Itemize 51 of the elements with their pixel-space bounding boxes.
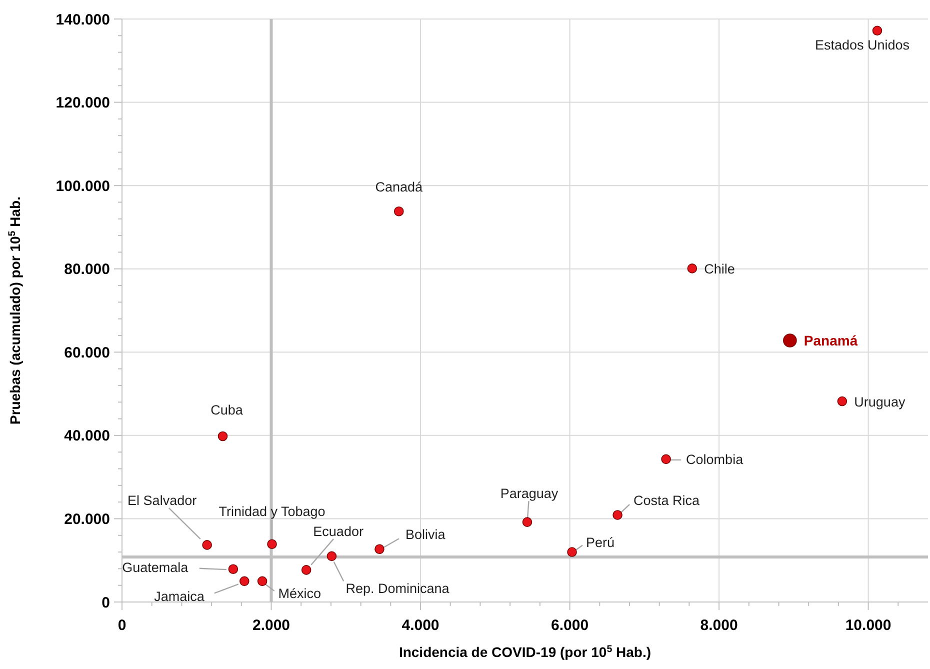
annotation: Ecuador bbox=[313, 524, 364, 539]
y-tick-label: 60.000 bbox=[64, 344, 110, 362]
annotation: Chile bbox=[704, 261, 735, 276]
point bbox=[567, 547, 577, 557]
y-tick-label: 80.000 bbox=[64, 261, 110, 278]
y-tick-label: 40.000 bbox=[64, 428, 110, 445]
point bbox=[257, 576, 268, 586]
point bbox=[301, 565, 312, 575]
point bbox=[374, 544, 384, 554]
point bbox=[267, 539, 277, 550]
annotation: México bbox=[278, 586, 322, 602]
x-tick-label: 6.000 bbox=[551, 617, 589, 634]
x-tick-label: 10.000 bbox=[845, 617, 892, 634]
point bbox=[687, 264, 698, 274]
x-tick-label: 0 bbox=[118, 617, 126, 634]
point bbox=[228, 564, 238, 574]
annotation: Canadá bbox=[375, 179, 424, 194]
point bbox=[202, 540, 212, 550]
x-axis-title: Incidencia de COVID-19 (por 10$^{5}$ Hab.) bbox=[398, 644, 652, 660]
y-tick-label: 100.000 bbox=[56, 178, 110, 195]
annotation: Rep. Dominicana bbox=[346, 581, 450, 596]
point bbox=[872, 26, 882, 36]
annotation: Estados Unidos bbox=[814, 38, 910, 53]
point bbox=[522, 517, 532, 527]
point bbox=[612, 510, 622, 520]
annotation: Perú bbox=[586, 535, 615, 550]
point bbox=[837, 396, 848, 406]
annotation: Cuba bbox=[210, 402, 244, 418]
y-tick-label: 140.000 bbox=[56, 11, 110, 28]
annotation: Trinidad y Tobago bbox=[218, 504, 326, 520]
point bbox=[661, 454, 671, 464]
annotation: Costa Rica bbox=[634, 492, 700, 508]
x-tick-label: 2.000 bbox=[252, 617, 290, 634]
y-tick-label: 120.000 bbox=[56, 94, 110, 112]
annotation: Paraguay bbox=[500, 486, 558, 502]
annotation: Bolivia bbox=[405, 527, 446, 542]
x-tick-label: 4.000 bbox=[402, 617, 440, 634]
point bbox=[326, 551, 337, 562]
annotation: Guatemala bbox=[122, 560, 189, 576]
point bbox=[239, 576, 250, 586]
annotation: El Salvador bbox=[128, 492, 198, 508]
series-label: Panamá bbox=[804, 332, 858, 348]
y-tick-label: 20.000 bbox=[64, 510, 110, 528]
point bbox=[394, 206, 404, 216]
annotation: Uruguay bbox=[854, 394, 906, 410]
annotation: Jamaica bbox=[154, 589, 205, 604]
annotation: Colombia bbox=[686, 452, 744, 468]
x-tick-label: 8.000 bbox=[700, 617, 738, 634]
point bbox=[218, 431, 228, 442]
point bbox=[783, 334, 797, 348]
y-tick-label: 0 bbox=[102, 594, 110, 612]
